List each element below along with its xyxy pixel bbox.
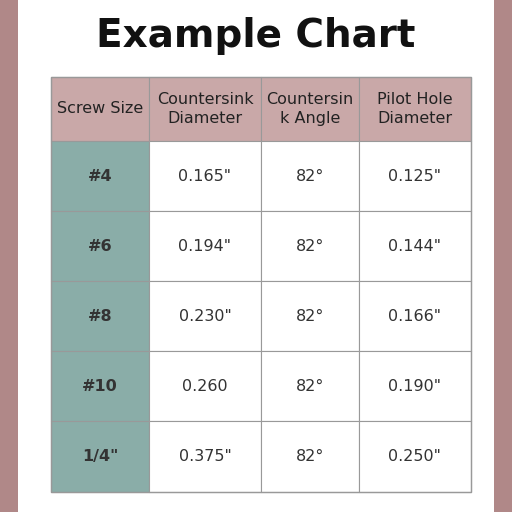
Bar: [359, 351, 471, 421]
Bar: [261, 211, 359, 281]
Text: 0.125": 0.125": [389, 168, 441, 184]
Text: Pilot Hole
Diameter: Pilot Hole Diameter: [377, 92, 453, 126]
Bar: [51, 211, 149, 281]
Bar: [51, 351, 149, 421]
Bar: [261, 281, 359, 351]
Text: Countersin
k Angle: Countersin k Angle: [266, 92, 354, 126]
Bar: [359, 211, 471, 281]
Bar: [359, 421, 471, 492]
Bar: [51, 281, 149, 351]
Bar: [149, 351, 261, 421]
Bar: [149, 211, 261, 281]
Text: 0.190": 0.190": [389, 379, 441, 394]
Bar: [261, 421, 359, 492]
Bar: [359, 77, 471, 141]
Bar: [261, 141, 359, 211]
Bar: [0, 0, 18, 512]
Text: Countersink
Diameter: Countersink Diameter: [157, 92, 253, 126]
Text: 0.260: 0.260: [182, 379, 228, 394]
Bar: [51, 77, 471, 492]
Text: #10: #10: [82, 379, 118, 394]
Text: 82°: 82°: [296, 168, 324, 184]
Text: #6: #6: [88, 239, 112, 254]
Text: 82°: 82°: [296, 239, 324, 254]
Bar: [149, 421, 261, 492]
Bar: [149, 141, 261, 211]
Text: 0.165": 0.165": [179, 168, 231, 184]
Text: 0.250": 0.250": [389, 449, 441, 464]
Text: 0.166": 0.166": [389, 309, 441, 324]
Text: 0.144": 0.144": [389, 239, 441, 254]
Text: 82°: 82°: [296, 379, 324, 394]
Bar: [149, 77, 261, 141]
Text: 1/4": 1/4": [82, 449, 118, 464]
Text: #8: #8: [88, 309, 112, 324]
Bar: [359, 281, 471, 351]
Text: Example Chart: Example Chart: [96, 17, 416, 55]
Bar: [149, 281, 261, 351]
Text: Screw Size: Screw Size: [57, 101, 143, 116]
Bar: [51, 77, 149, 141]
Bar: [359, 141, 471, 211]
Text: 82°: 82°: [296, 449, 324, 464]
Bar: [51, 141, 149, 211]
Text: 0.194": 0.194": [179, 239, 231, 254]
Bar: [494, 0, 512, 512]
Text: #4: #4: [88, 168, 112, 184]
Text: 82°: 82°: [296, 309, 324, 324]
Text: 0.230": 0.230": [179, 309, 231, 324]
Bar: [261, 351, 359, 421]
Text: 0.375": 0.375": [179, 449, 231, 464]
Bar: [51, 421, 149, 492]
Bar: [261, 77, 359, 141]
